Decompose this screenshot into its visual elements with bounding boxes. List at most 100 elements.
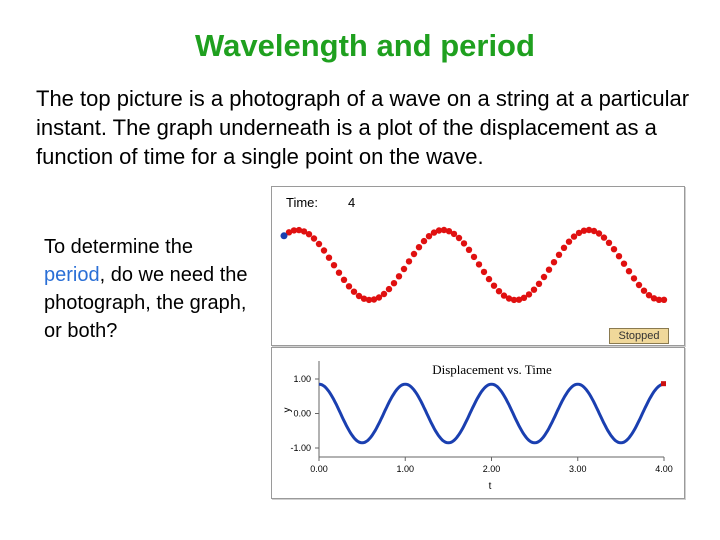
string-bead: [590, 227, 598, 235]
string-bead: [500, 292, 508, 299]
string-bead: [600, 234, 608, 241]
string-bead: [460, 240, 468, 247]
string-bead: [370, 296, 378, 303]
string-bead: [330, 262, 338, 269]
string-bead: [345, 283, 353, 290]
question-text: To determine the period, do we need the …: [44, 233, 259, 345]
string-bead: [530, 286, 538, 293]
slide-title: Wavelength and period: [195, 28, 535, 63]
string-bead: [580, 227, 588, 234]
graph-ticks: 1.00 0.00 -1.00 0.00 1.00 2.00 3.00 4.00: [290, 374, 672, 474]
period-highlight: period: [44, 264, 100, 286]
string-bead: [365, 296, 373, 304]
string-bead: [340, 276, 348, 283]
string-bead: [320, 247, 328, 254]
string-bead: [490, 282, 498, 289]
string-bead: [390, 280, 398, 287]
time-label: Time:: [286, 195, 319, 210]
graph-title: Displacement vs. Time: [432, 362, 552, 377]
displacement-graph: Displacement vs. Time 1.000.00-1.000.00 1…: [282, 361, 673, 492]
string-bead: [635, 281, 643, 289]
string-bead: [605, 239, 613, 246]
string-bead: [505, 295, 513, 302]
string-bead: [295, 226, 303, 234]
intro-paragraph: The top picture is a photograph of a wav…: [36, 86, 690, 169]
question-before: To determine the: [44, 236, 193, 258]
string-bead: [305, 231, 313, 238]
x-tick-label: 1.00: [396, 464, 414, 474]
string-bead: [625, 268, 633, 275]
x-tick-label: 0.00: [310, 464, 328, 474]
string-bead: [550, 259, 558, 266]
string-bead: [565, 238, 573, 245]
string-bead: [380, 290, 388, 298]
displacement-curve: [318, 382, 665, 445]
current-point-marker: [661, 381, 666, 387]
string-end-marker: [280, 232, 288, 240]
wave-photo: [280, 226, 668, 304]
string-bead: [350, 288, 358, 295]
string-bead: [430, 229, 438, 236]
string-bead: [440, 226, 448, 234]
string-bead: [290, 227, 298, 234]
string-bead: [300, 228, 308, 235]
wave-simulation-panel: Time: 4 Stopped: [271, 186, 685, 346]
string-bead: [425, 233, 433, 240]
y-axis-label: y: [282, 408, 293, 413]
string-bead: [575, 229, 583, 237]
string-bead: [445, 228, 453, 235]
y-tick-label: 1.00: [293, 374, 311, 384]
string-bead: [655, 296, 663, 303]
string-bead: [630, 275, 638, 282]
string-bead: [335, 269, 343, 276]
string-bead: [520, 294, 528, 301]
string-bead: [480, 268, 488, 276]
wave-string: [280, 226, 668, 304]
string-bead: [610, 246, 618, 253]
string-bead: [375, 294, 383, 301]
x-tick-label: 2.00: [483, 464, 501, 474]
string-bead: [310, 235, 318, 242]
string-bead: [640, 287, 648, 294]
string-bead: [400, 265, 408, 273]
y-tick-label: 0.00: [293, 409, 311, 419]
string-bead: [465, 246, 473, 253]
string-bead: [315, 240, 323, 248]
status-badge[interactable]: Stopped: [609, 328, 669, 344]
displacement-graph-panel: Displacement vs. Time 1.00 0.00 -1.00 0.00 1…: [271, 347, 685, 499]
string-bead: [360, 295, 368, 302]
string-bead: [650, 295, 658, 302]
string-bead: [405, 258, 413, 265]
time-value: 4: [348, 195, 356, 210]
string-bead: [395, 273, 403, 280]
string-bead: [485, 275, 493, 283]
y-tick-label: -1.00: [290, 443, 311, 453]
string-bead: [535, 280, 543, 287]
string-bead: [450, 230, 458, 238]
string-bead: [285, 229, 293, 236]
string-bead: [555, 251, 563, 258]
string-bead: [615, 253, 623, 260]
x-axis-label: t: [489, 481, 492, 492]
x-tick-label: 3.00: [569, 464, 587, 474]
string-bead: [585, 226, 593, 234]
string-bead: [385, 285, 393, 293]
string-bead: [435, 227, 443, 234]
string-bead: [470, 253, 478, 261]
string-bead: [525, 291, 533, 298]
string-bead: [325, 254, 333, 261]
string-bead: [570, 233, 578, 240]
string-bead: [510, 296, 518, 304]
string-bead: [645, 292, 653, 299]
string-bead: [355, 292, 363, 300]
string-bead: [545, 266, 553, 273]
string-bead: [540, 273, 548, 281]
string-bead: [495, 288, 503, 295]
x-tick-label: 4.00: [655, 464, 673, 474]
string-bead: [455, 234, 463, 242]
string-bead: [410, 250, 418, 258]
string-bead: [515, 296, 523, 303]
string-bead: [415, 244, 423, 251]
string-bead: [475, 261, 483, 268]
string-bead: [660, 296, 668, 303]
